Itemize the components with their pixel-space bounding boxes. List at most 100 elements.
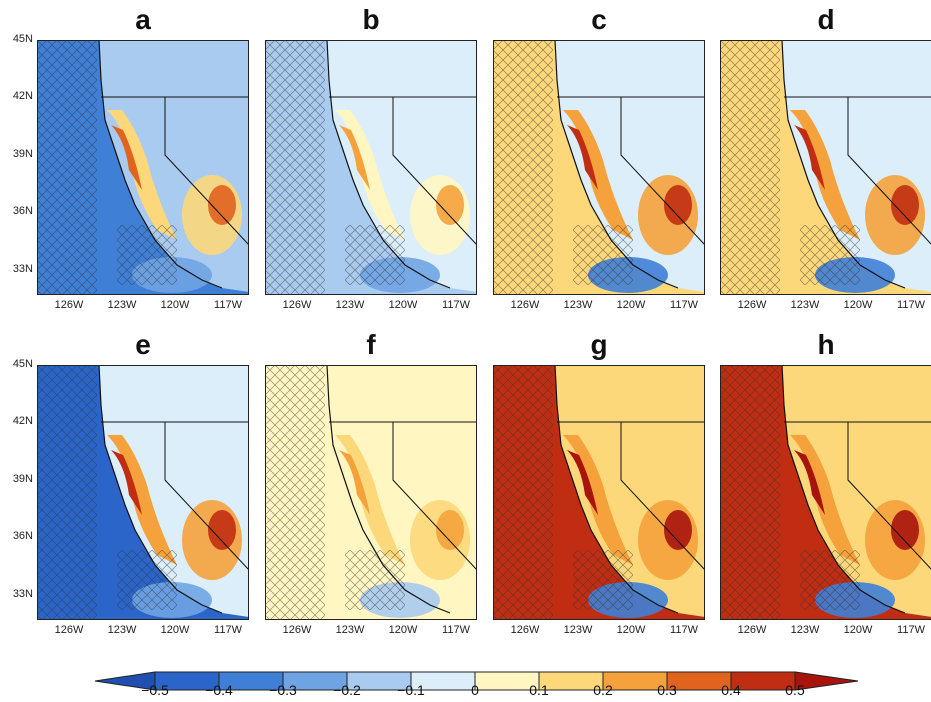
coastline <box>98 40 223 289</box>
lon-label: 117W <box>214 299 242 311</box>
anomaly-warm <box>107 435 177 565</box>
lat-label: 45N <box>12 33 33 45</box>
coastline <box>781 365 906 614</box>
panel-frame <box>720 40 931 295</box>
lon-label: 126W <box>54 299 84 311</box>
lon-label: 117W <box>442 624 470 636</box>
colorbar-tick-label: −0.4 <box>205 682 233 698</box>
colorbar-tick-label: −0.2 <box>333 682 361 698</box>
colorbar-high-arrow <box>794 671 859 691</box>
significance-hatch <box>265 365 325 620</box>
map-panel-b <box>265 40 477 295</box>
coastline <box>326 40 451 289</box>
lon-label: 117W <box>442 299 470 311</box>
panel-frame <box>720 365 931 620</box>
panel-frame <box>493 365 705 620</box>
colorbar-tick-label: −0.5 <box>141 682 169 698</box>
significance-hatch <box>573 550 633 610</box>
lon-label: 117W <box>897 624 925 636</box>
lon-label: 126W <box>282 624 312 636</box>
anomaly-hot <box>567 125 598 190</box>
anomaly-warm <box>335 435 405 565</box>
anomaly-hot <box>567 450 598 515</box>
lat-label: 39N <box>12 473 33 485</box>
lat-label: 42N <box>12 415 33 427</box>
significance-hatch <box>345 225 405 285</box>
anomaly-inland-core <box>664 185 692 225</box>
lon-label: 117W <box>897 299 925 311</box>
significance-hatch <box>493 365 553 620</box>
lon-label: 126W <box>282 299 312 311</box>
panel-label-h: h <box>817 329 835 360</box>
anomaly-inland-core <box>891 510 919 550</box>
anomaly-inland-core <box>664 510 692 550</box>
lon-label: 123W <box>563 299 593 311</box>
panel-label-c: c <box>591 4 607 35</box>
lon-label: 126W <box>510 624 540 636</box>
panel-frame <box>37 365 249 620</box>
lon-label: 123W <box>335 624 365 636</box>
lon-label: 123W <box>790 299 820 311</box>
anomaly-hot <box>339 450 370 515</box>
significance-hatch <box>800 550 860 610</box>
lat-label: 36N <box>12 530 33 542</box>
colorbar-tick-label: 0.3 <box>657 682 677 698</box>
nevada-border <box>847 97 931 245</box>
anomaly-warm <box>563 435 633 565</box>
anomaly-inland-core <box>208 185 236 225</box>
significance-hatch <box>37 365 97 620</box>
coastline <box>554 40 679 289</box>
nevada-border <box>620 97 705 246</box>
map-panel-c <box>493 40 705 295</box>
anomaly-warm <box>790 110 860 240</box>
significance-hatch <box>345 550 405 610</box>
lat-label: 36N <box>12 205 33 217</box>
lat-label: 39N <box>12 148 33 160</box>
anomaly-hot <box>794 450 825 515</box>
panel-label-e: e <box>135 329 151 360</box>
map-panel-d <box>720 40 931 295</box>
panel-frame <box>265 40 477 295</box>
lon-label: 117W <box>214 624 242 636</box>
significance-hatch <box>117 550 177 610</box>
lat-label: 42N <box>12 90 33 102</box>
nevada-border <box>847 422 931 570</box>
lon-label: 117W <box>670 624 698 636</box>
anomaly-warm <box>790 435 860 565</box>
panel-label-b: b <box>362 4 380 35</box>
anomaly-inland-core <box>891 185 919 225</box>
anomaly-inland-core <box>436 185 464 225</box>
panel-label-d: d <box>817 4 835 35</box>
significance-hatch <box>117 225 177 285</box>
anomaly-inland-core <box>208 510 236 550</box>
colorbar-tick-label: −0.3 <box>269 682 297 698</box>
panel-frame <box>265 365 477 620</box>
anomaly-hot <box>339 125 370 190</box>
coastline <box>554 365 679 614</box>
nevada-border <box>392 97 477 246</box>
lon-label: 120W <box>843 624 873 636</box>
map-panel-g <box>493 365 705 620</box>
anomaly-warm <box>563 110 633 240</box>
map-panel-a <box>37 40 249 295</box>
significance-hatch <box>265 40 325 295</box>
lon-label: 123W <box>790 624 820 636</box>
colorbar <box>94 671 859 691</box>
lon-label: 123W <box>107 624 137 636</box>
lon-label: 117W <box>670 299 698 311</box>
lat-label: 33N <box>12 588 33 600</box>
coastline <box>781 40 906 289</box>
significance-hatch <box>720 365 780 620</box>
lon-label: 126W <box>54 624 84 636</box>
significance-hatch <box>573 225 633 285</box>
lon-label: 120W <box>160 624 190 636</box>
anomaly-hot <box>111 125 142 190</box>
lat-label: 45N <box>12 358 33 370</box>
lon-label: 123W <box>107 299 137 311</box>
lat-label: 33N <box>12 263 33 275</box>
significance-hatch <box>720 40 780 295</box>
panel-label-g: g <box>590 329 608 360</box>
coastline <box>326 365 451 614</box>
lon-label: 120W <box>616 624 646 636</box>
colorbar-tick-label: 0.5 <box>785 682 805 698</box>
